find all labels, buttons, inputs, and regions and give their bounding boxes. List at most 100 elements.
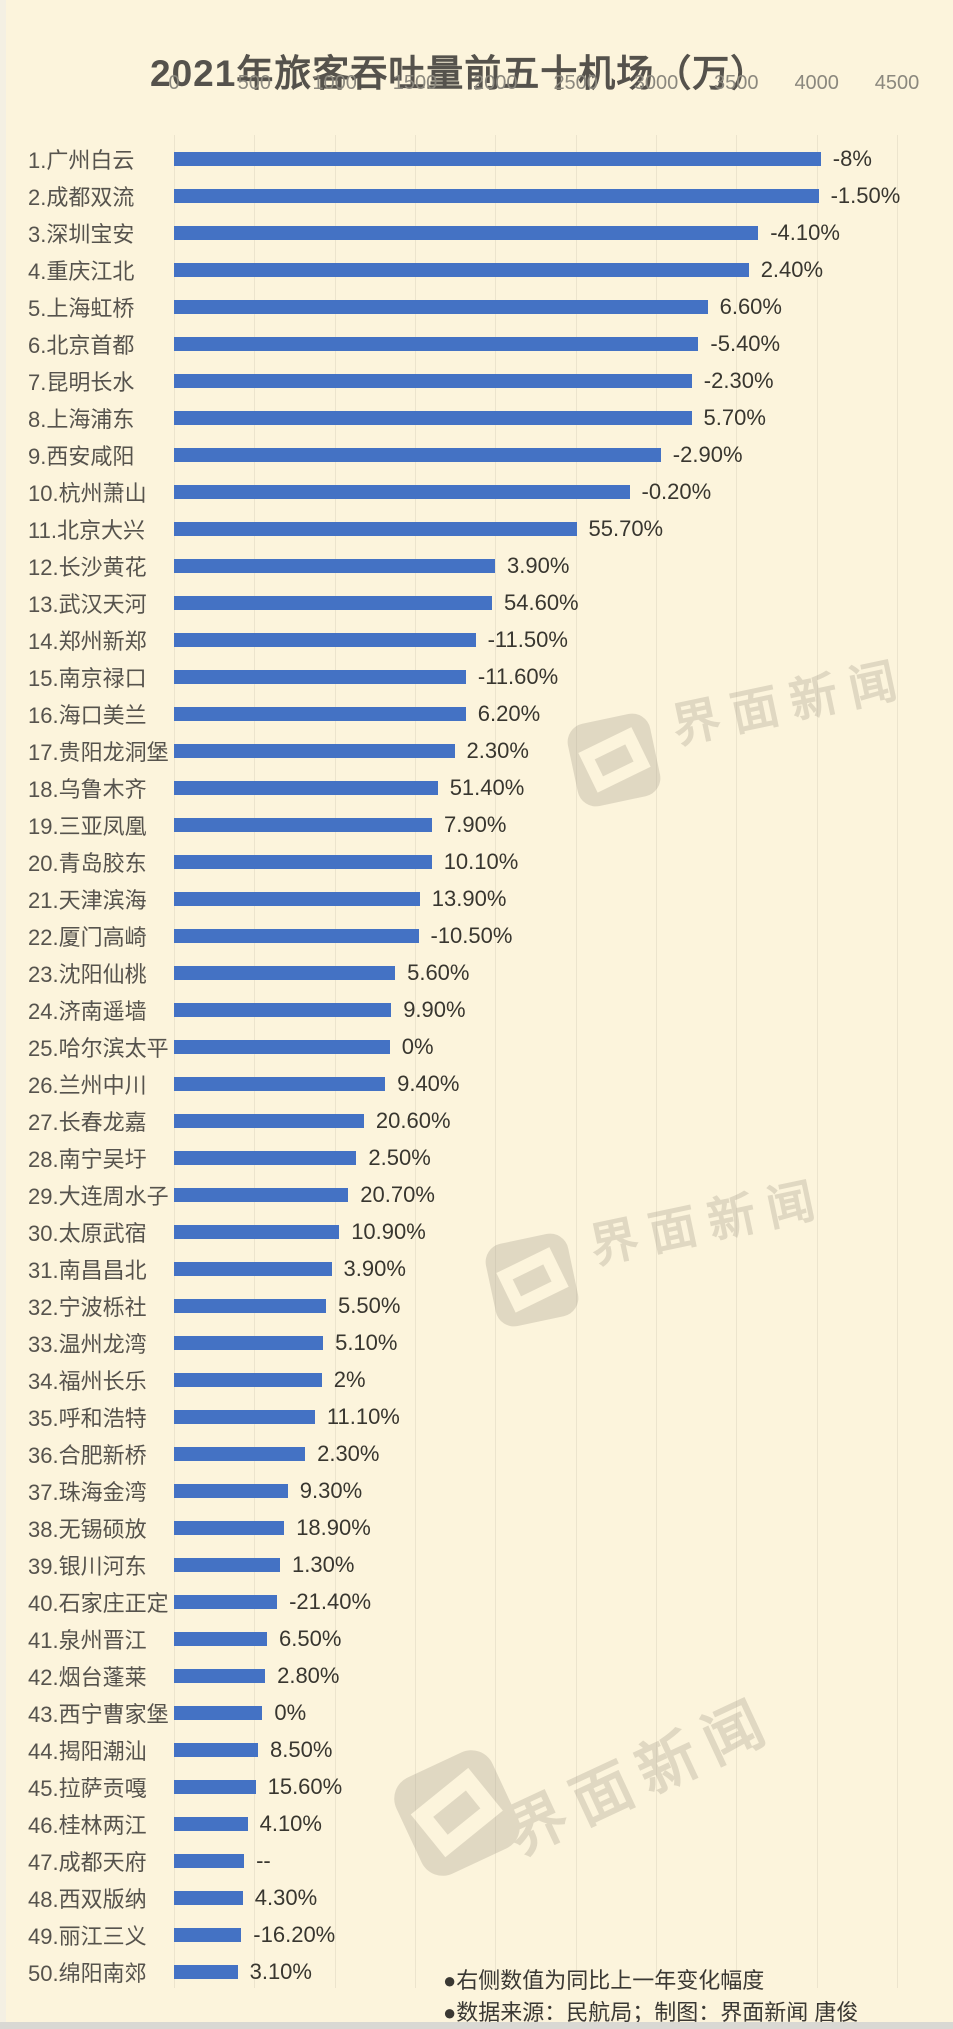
yoy-change-label: -11.50% [487,627,568,652]
throughput-bar [174,1003,392,1017]
throughput-bar [174,1373,322,1387]
gridline [174,135,175,1988]
yoy-change-label: 18.90% [296,1515,371,1540]
airport-rank-label: 48.西双版纳 [28,1887,147,1912]
airport-rank-label: 18.乌鲁木齐 [28,777,147,802]
yoy-change-label: -8% [832,146,872,171]
x-axis-tick-label: 3500 [714,72,759,94]
throughput-bar [174,1447,306,1461]
airport-rank-label: 2.成都双流 [28,185,135,210]
yoy-change-label: 1.30% [292,1552,355,1577]
throughput-bar [174,781,438,795]
footnote-change-note: ●右侧数值为同比上一年变化幅度 [443,1968,765,1993]
yoy-change-label: 5.50% [338,1293,401,1318]
airport-rank-label: 46.桂林两江 [28,1813,147,1838]
gridline [816,135,818,1988]
airport-rank-label: 29.大连周水子 [28,1184,169,1209]
x-axis-tick-label: 1000 [312,72,357,94]
x-axis-tick-label: 2000 [473,72,518,94]
airport-rank-label: 41.泉州晋江 [28,1628,147,1653]
yoy-change-label: 8.50% [270,1737,333,1762]
airport-rank-label: 43.西宁曹家堡 [28,1702,169,1727]
yoy-change-label: -1.50% [830,183,901,208]
yoy-change-label: 51.40% [449,775,525,800]
yoy-change-label: 7.90% [444,812,507,837]
throughput-bar [174,300,708,314]
gridline [897,135,898,1988]
x-axis-tick-label: 0 [168,72,180,94]
throughput-bar [174,522,577,536]
airport-rank-label: 4.重庆江北 [28,259,135,284]
yoy-change-label: 6.60% [719,294,782,319]
airport-rank-label: 24.济南遥墙 [28,999,147,1024]
yoy-change-label: 5.70% [703,405,766,430]
throughput-bar [174,1151,357,1165]
yoy-change-label: 55.70% [588,516,664,541]
airport-rank-label: 42.烟台蓬莱 [28,1665,147,1690]
jiemian-logo-icon [482,1230,582,1330]
throughput-bar [174,744,455,758]
airport-rank-label: 37.珠海金湾 [28,1480,147,1505]
page-bottom-edge [0,2022,953,2029]
throughput-bar [174,1484,288,1498]
yoy-change-label: 6.50% [279,1626,342,1651]
airport-rank-label: 28.南宁吴圩 [28,1147,147,1172]
airport-rank-label: 30.太原武宿 [28,1221,147,1246]
x-axis-tick-label: 2500 [553,72,598,94]
yoy-change-label: 13.90% [431,886,507,911]
yoy-change-label: 3.90% [343,1256,406,1281]
throughput-bar [174,337,699,351]
airport-rank-label: 47.成都天府 [28,1850,147,1875]
yoy-change-label: -0.20% [641,479,712,504]
yoy-change-label: 0% [274,1700,307,1725]
yoy-change-label: 2% [333,1367,366,1392]
airport-rank-label: 22.厦门高崎 [28,925,147,950]
throughput-bar [174,633,476,647]
throughput-bar [174,1669,266,1683]
airport-rank-label: 40.石家庄正定 [28,1591,169,1616]
throughput-bar [174,1965,238,1979]
airport-rank-label: 35.呼和浩特 [28,1406,147,1431]
yoy-change-label: 2.40% [760,257,824,282]
gridline [254,135,256,1988]
airport-rank-label: 27.长春龙嘉 [28,1110,147,1135]
throughput-bar [174,1336,324,1350]
throughput-bar [174,1817,248,1831]
airport-rank-label: 7.昆明长水 [28,370,135,395]
throughput-bar [174,892,420,906]
x-axis-tick-label: 3000 [633,72,679,94]
throughput-bar [174,1188,349,1202]
yoy-change-label: 4.10% [259,1811,322,1836]
yoy-change-label: 6.20% [477,701,541,726]
yoy-change-label: 2.80% [277,1663,340,1688]
throughput-bar [174,152,821,166]
yoy-change-label: 9.40% [397,1071,460,1096]
throughput-bar [174,818,432,832]
chart-title: 2021年旅客吞吐量前五十机场（万） [150,52,769,94]
throughput-bar [174,1632,267,1646]
yoy-change-label: -- [256,1848,271,1873]
throughput-bar [174,670,466,684]
airport-rank-label: 44.揭阳潮汕 [28,1739,147,1764]
throughput-bar [174,1040,390,1054]
x-axis-tick-label: 1500 [392,72,438,94]
throughput-bar [174,1114,364,1128]
yoy-change-label: 3.10% [249,1959,312,1984]
airport-rank-label: 16.海口美兰 [28,703,147,728]
airport-rank-label: 25.哈尔滨太平 [28,1036,169,1061]
throughput-bar [174,1743,258,1757]
throughput-bar [174,1706,263,1720]
throughput-bar [174,707,466,721]
yoy-change-label: 2.50% [368,1145,431,1170]
yoy-change-label: 4.30% [254,1885,318,1910]
x-axis-tick-label: 4500 [874,72,920,94]
throughput-bar [174,855,432,869]
airport-rank-label: 23.沈阳仙桃 [28,962,147,987]
throughput-bar [174,966,396,980]
watermark-text: 界面新闻 [585,1172,832,1275]
throughput-bar [174,1854,245,1868]
airport-rank-label: 49.丽江三义 [28,1924,147,1949]
throughput-bar [174,1595,278,1609]
throughput-bar [174,1299,326,1313]
airport-rank-label: 5.上海虹桥 [28,296,135,321]
